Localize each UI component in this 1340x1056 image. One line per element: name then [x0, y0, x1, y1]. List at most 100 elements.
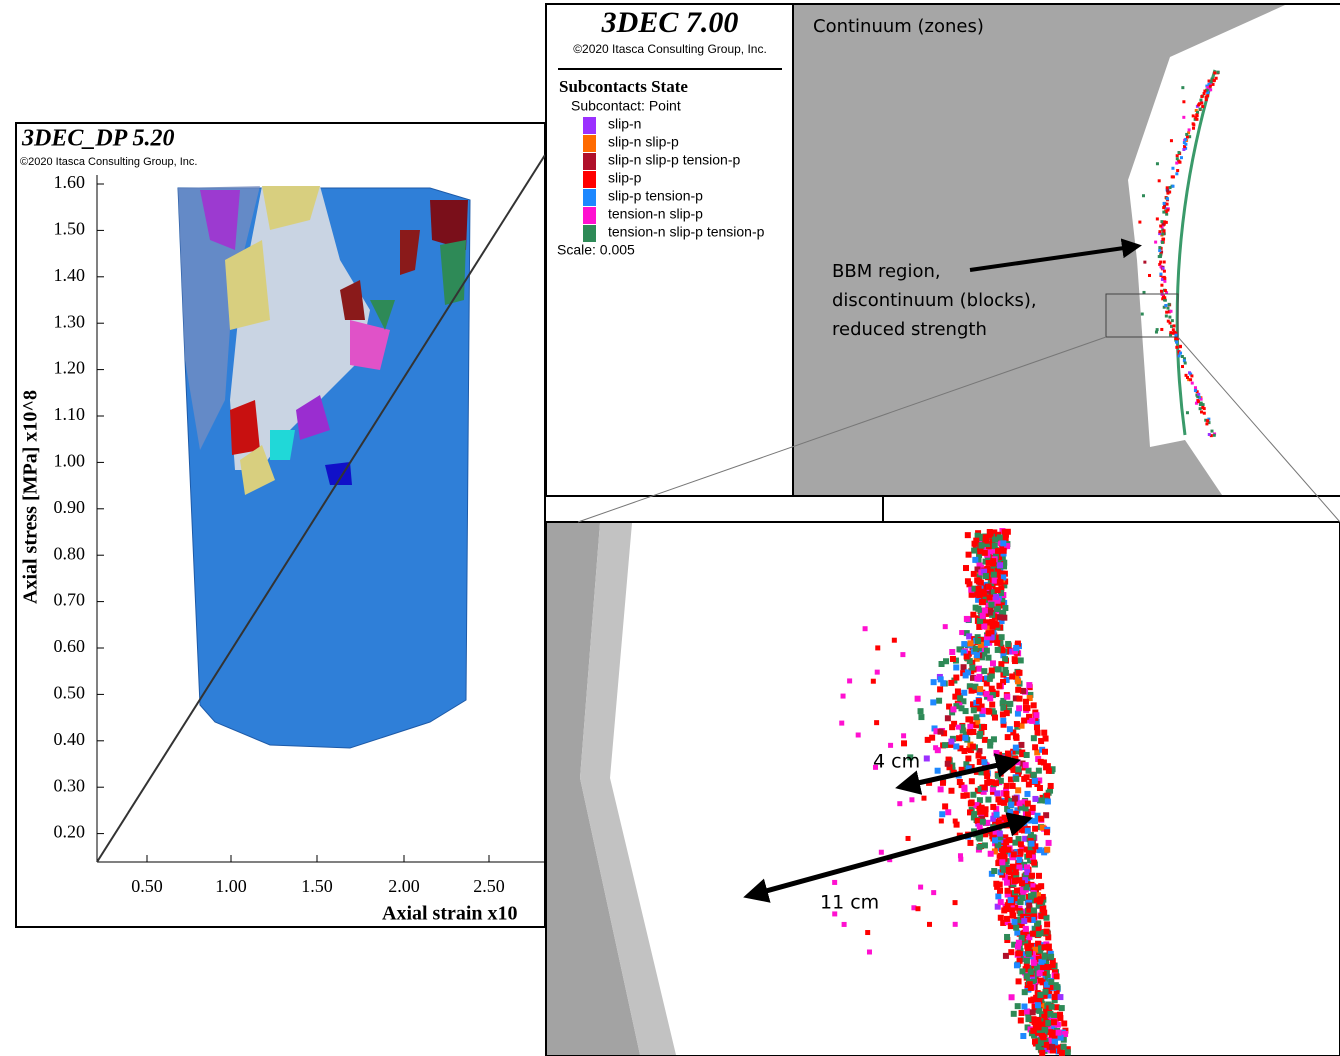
- contact-point: [994, 812, 1000, 818]
- contact-point: [942, 742, 948, 748]
- contact-point: [991, 572, 997, 578]
- contact-point: [1025, 801, 1031, 807]
- contact-point: [1168, 303, 1171, 306]
- contact-point: [1026, 852, 1032, 858]
- contact-point: [927, 922, 932, 927]
- contact-point: [1016, 670, 1022, 676]
- legend-swatch: [583, 225, 596, 242]
- top-panel: 3DEC 7.00 ©2020 Itasca Consulting Group,…: [546, 4, 1340, 496]
- contact-point: [1034, 724, 1040, 730]
- y-tick-label: 0.30: [54, 775, 86, 795]
- contact-point: [977, 686, 983, 692]
- contact-point: [995, 647, 1001, 653]
- contact-point: [1203, 92, 1206, 95]
- contact-point: [981, 623, 987, 629]
- contact-point: [993, 594, 999, 600]
- contact-point: [1159, 225, 1162, 228]
- contact-point: [1163, 277, 1166, 280]
- contact-point: [979, 543, 985, 549]
- contact-point: [1213, 79, 1216, 82]
- contact-point: [950, 706, 956, 712]
- contact-point: [936, 698, 942, 704]
- contact-point: [1162, 267, 1165, 270]
- contact-point: [1041, 730, 1047, 736]
- copyright: ©2020 Itasca Consulting Group, Inc.: [20, 156, 197, 168]
- contact-point: [1020, 1033, 1026, 1039]
- contact-point: [997, 579, 1003, 585]
- contact-point: [1019, 880, 1025, 886]
- contact-point: [1194, 389, 1197, 392]
- contact-point: [1031, 702, 1037, 708]
- contact-point: [968, 640, 974, 646]
- contact-point: [1024, 752, 1030, 758]
- contact-point: [980, 819, 986, 825]
- contact-point: [959, 630, 964, 635]
- contact-point: [1025, 1016, 1031, 1022]
- contact-point: [1036, 1024, 1042, 1030]
- contact-point: [1200, 411, 1203, 414]
- contact-point: [1008, 949, 1014, 955]
- contact-point: [847, 678, 852, 683]
- contact-point: [1019, 1010, 1025, 1016]
- contact-point: [1142, 194, 1145, 197]
- contact-point: [1028, 969, 1034, 975]
- contact-point: [995, 893, 1001, 899]
- legend-label: slip-p: [608, 170, 642, 186]
- contact-point: [1179, 345, 1182, 348]
- contact-point: [1192, 114, 1195, 117]
- contact-point: [1026, 768, 1032, 774]
- contact-point: [984, 648, 990, 654]
- contact-point: [1181, 355, 1184, 358]
- contact-point: [974, 652, 980, 658]
- contact-point: [997, 799, 1003, 805]
- contact-point: [921, 796, 926, 801]
- contact-point: [956, 725, 961, 730]
- contact-point: [1005, 529, 1011, 535]
- contact-point: [1015, 950, 1021, 956]
- contact-point: [1195, 113, 1198, 116]
- contact-point: [1185, 133, 1188, 136]
- contact-point: [1020, 895, 1026, 901]
- contact-point: [961, 641, 967, 647]
- contact-point: [1033, 712, 1039, 718]
- contact-point: [997, 831, 1003, 837]
- contact-point: [981, 785, 987, 791]
- contact-point: [981, 724, 987, 730]
- contact-point: [989, 619, 995, 625]
- contact-point: [1029, 718, 1035, 724]
- contact-point: [1019, 827, 1025, 833]
- contact-point: [1015, 687, 1021, 693]
- contact-point: [988, 602, 994, 608]
- contact-point: [984, 640, 990, 646]
- contact-point: [1199, 108, 1202, 111]
- contact-point: [1028, 841, 1034, 847]
- contact-point: [1030, 1009, 1036, 1015]
- contact-point: [991, 868, 997, 874]
- contact-point: [975, 606, 981, 612]
- contact-point: [974, 577, 980, 583]
- contact-point: [1201, 105, 1204, 108]
- contact-point: [897, 801, 902, 806]
- legend-swatch: [583, 171, 596, 188]
- contact-point: [1018, 841, 1024, 847]
- legend-label: slip-p tension-p: [608, 188, 703, 204]
- contact-point: [1036, 1008, 1042, 1014]
- contact-point: [938, 676, 944, 682]
- contact-point: [841, 694, 846, 699]
- x-tick-label: 1.50: [301, 876, 333, 896]
- contact-point: [1213, 434, 1216, 437]
- contact-point: [1168, 316, 1171, 319]
- contact-point: [1003, 839, 1009, 845]
- contact-point: [1041, 1034, 1047, 1040]
- bottom-panel: 4 cm 11 cm: [546, 522, 1340, 1056]
- contact-point: [1028, 893, 1034, 899]
- contact-point: [1013, 745, 1019, 751]
- contact-point: [1184, 362, 1187, 365]
- legend-swatch: [583, 189, 596, 206]
- contact-point: [1038, 978, 1044, 984]
- contact-point: [1186, 411, 1189, 414]
- contact-point: [1021, 918, 1027, 924]
- contact-point: [1158, 255, 1161, 258]
- panel-title: 3DEC_DP 5.20: [21, 126, 174, 152]
- contact-point: [1018, 657, 1024, 663]
